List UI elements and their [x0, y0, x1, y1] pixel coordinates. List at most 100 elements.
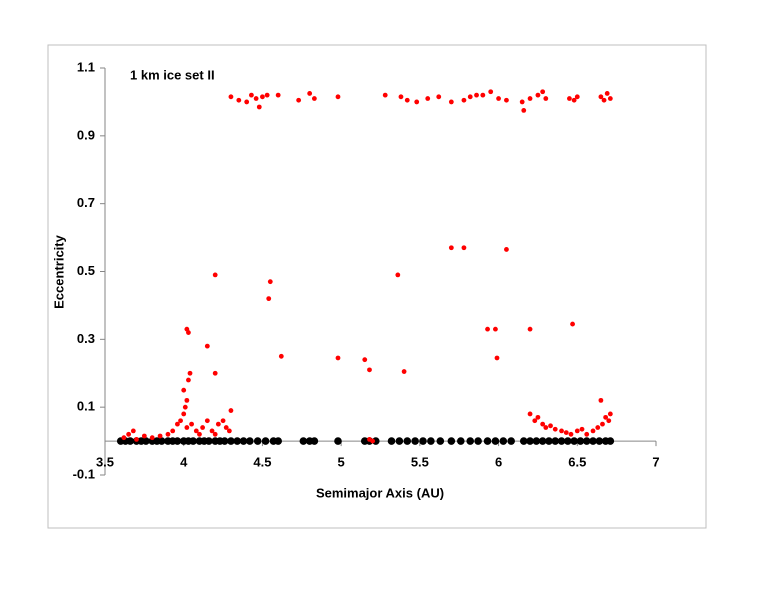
y-tick-label: 0.7 [77, 195, 95, 210]
point [299, 437, 308, 445]
point [601, 97, 607, 103]
point [227, 437, 235, 445]
point [567, 96, 572, 101]
point [606, 418, 612, 424]
y-tick-label: -0.1 [73, 466, 95, 481]
point [296, 97, 302, 103]
point [589, 437, 597, 445]
point [584, 431, 590, 437]
point [134, 436, 139, 442]
point [187, 370, 193, 376]
point [521, 107, 527, 113]
point [335, 355, 341, 361]
point [590, 428, 596, 434]
point [504, 247, 509, 252]
point [570, 321, 575, 327]
point [419, 437, 427, 445]
point [493, 326, 498, 332]
point [526, 437, 534, 445]
point [220, 418, 226, 424]
x-tick-label: 6.5 [568, 455, 586, 470]
x-tick-label: 5.5 [411, 455, 429, 470]
point [244, 99, 250, 105]
x-tick-label: 7 [652, 455, 659, 470]
point [448, 99, 454, 105]
point [228, 94, 234, 100]
point [456, 437, 465, 445]
point [173, 437, 182, 445]
point [496, 96, 501, 101]
y-tick-label: 0.9 [77, 127, 95, 142]
point [564, 437, 572, 445]
point [595, 425, 601, 430]
point [598, 94, 604, 100]
point [395, 437, 404, 445]
x-tick-label: 4.5 [253, 455, 271, 470]
point [189, 437, 197, 445]
point [491, 437, 500, 445]
point [387, 437, 396, 445]
annotation: 1 km ice set II [130, 67, 215, 82]
point [310, 437, 319, 445]
point [499, 437, 508, 445]
point [603, 414, 609, 420]
point [414, 99, 420, 105]
point [178, 418, 183, 424]
point [519, 99, 525, 105]
point [226, 428, 232, 434]
point [197, 431, 202, 437]
y-tick-label: 0.3 [77, 331, 95, 346]
point [193, 428, 199, 434]
point [121, 435, 127, 441]
point [582, 437, 591, 445]
point [447, 437, 456, 445]
x-tick-label: 4 [180, 455, 188, 470]
point [570, 437, 578, 445]
point [246, 437, 254, 445]
point [149, 435, 155, 441]
point [249, 92, 254, 98]
point [239, 437, 248, 445]
point [126, 437, 134, 445]
point [215, 421, 221, 427]
point [334, 437, 342, 445]
point [126, 431, 132, 437]
point [571, 97, 577, 103]
point [504, 97, 509, 103]
point [170, 428, 176, 434]
point [494, 355, 500, 361]
point [535, 414, 541, 420]
point [576, 437, 585, 445]
point [543, 425, 549, 430]
point [403, 437, 412, 445]
point [175, 421, 180, 427]
point [253, 96, 259, 101]
point [186, 330, 191, 335]
point [184, 397, 190, 403]
point [559, 428, 564, 434]
point [228, 408, 234, 413]
point [579, 426, 585, 432]
point [401, 369, 407, 374]
point [335, 94, 341, 100]
x-axis-title: Semimajor Axis (AU) [316, 485, 444, 500]
point [278, 353, 284, 359]
point [212, 370, 218, 376]
point [367, 367, 372, 373]
point [600, 421, 605, 427]
point [266, 296, 272, 302]
point [519, 437, 528, 445]
point [568, 431, 574, 437]
point [527, 411, 533, 417]
point [404, 97, 410, 103]
point [552, 426, 558, 432]
point [461, 245, 467, 251]
point [548, 423, 553, 429]
y-tick-label: 0.5 [77, 263, 95, 278]
point [543, 96, 549, 101]
point [466, 437, 475, 445]
point [574, 94, 580, 100]
point [488, 89, 494, 95]
point [395, 272, 401, 278]
